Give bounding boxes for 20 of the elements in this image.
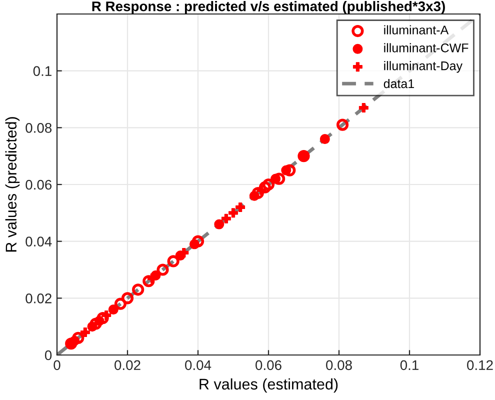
x-tick-label: 0.1	[400, 360, 418, 370]
legend-label: data1	[384, 78, 414, 88]
y-tick-label: 0.04	[26, 236, 52, 247]
legend-label: illuminant-CWF	[384, 43, 468, 52]
y-tick-label: 0	[44, 350, 52, 360]
y-tick-label: 0.1	[33, 66, 52, 76]
chart-title: R Response : predicted v/s estimated (published*3x3)	[92, 1, 445, 14]
y-tick-label: 0.08	[26, 123, 52, 133]
x-tick-label: 0	[54, 360, 60, 370]
x-tick-label: 0.06	[256, 360, 282, 370]
x-tick-label: 0.12	[467, 360, 493, 370]
legend-label: illuminant-Day	[384, 61, 462, 73]
legend-label: illuminant-A	[384, 25, 449, 34]
x-axis-title: R values (estimated)	[200, 378, 338, 393]
y-tick-label: 0.06	[26, 180, 52, 190]
x-tick-label: 0.04	[185, 360, 212, 370]
x-tick-label: 0.08	[326, 360, 352, 370]
y-tick-label: 0.02	[26, 294, 52, 304]
y-axis-title: R values (predicted)	[5, 117, 20, 252]
x-tick-label: 0.02	[114, 360, 140, 370]
